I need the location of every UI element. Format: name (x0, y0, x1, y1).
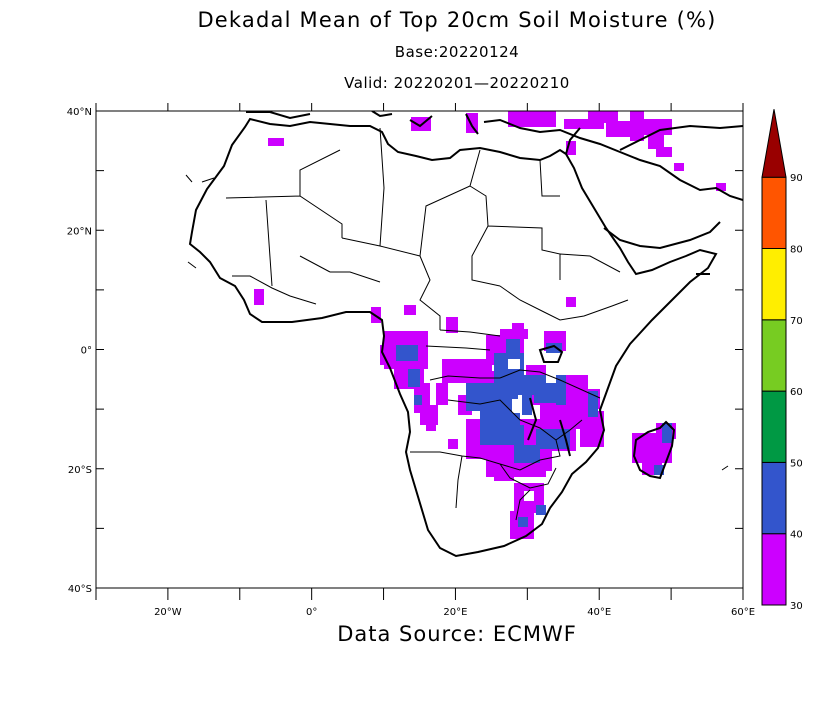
moisture-region-central (380, 305, 676, 539)
lon-label: 60°E (731, 607, 755, 618)
lon-label: 20°W (154, 607, 182, 618)
moisture-gaps (508, 359, 534, 501)
valid-period: Valid: 20220201—20220210 (344, 74, 570, 92)
colorbar-label: 90 (790, 173, 803, 184)
data-source: Data Source: ECMWF (337, 622, 577, 646)
base-date: Base:20220124 (394, 43, 520, 61)
lon-label: 40°E (587, 607, 611, 618)
africa-outline (185, 111, 743, 558)
moisture-layer (254, 111, 726, 539)
colorbar-segment (761, 248, 787, 321)
colorbar-label: 80 (790, 245, 803, 256)
colorbar-label: 60 (790, 387, 803, 398)
colorbar-label: 40 (790, 530, 803, 541)
longitude-axis: 20°W 0° 20°E 40°E 60°E (95, 103, 755, 618)
moisture-region-wet (396, 339, 672, 527)
colorbar-segment (761, 533, 787, 606)
lat-label: 20°S (68, 465, 92, 476)
colorbar-segment (761, 461, 787, 535)
colorbar-label: 30 (790, 601, 803, 612)
lon-label: 0° (306, 607, 317, 618)
colorbar-segment (761, 390, 787, 463)
latitude-axis: 40°N 20°N 0° 20°S 40°S (67, 107, 743, 595)
moisture-region-north (268, 111, 726, 191)
lon-label: 20°E (443, 607, 467, 618)
map-title: Dekadal Mean of Top 20cm Soil Moisture (… (197, 8, 717, 32)
colorbar-segment (761, 319, 787, 392)
colorbar-label: 50 (790, 458, 803, 469)
lat-label: 40°N (67, 107, 92, 118)
lat-label: 40°S (68, 584, 92, 595)
colorbar-arrow (761, 109, 787, 178)
colorbar-segment (761, 176, 787, 249)
colorbar-label: 70 (790, 316, 803, 327)
lat-label: 0° (81, 346, 92, 357)
colorbar: 30 40 50 60 70 80 90 (761, 109, 803, 612)
lat-label: 20°N (67, 226, 92, 237)
